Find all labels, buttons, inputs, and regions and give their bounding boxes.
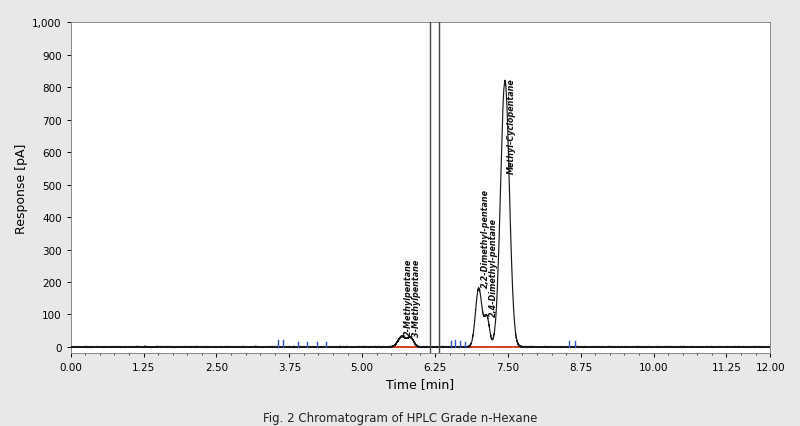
Text: 3-Methylpentane: 3-Methylpentane bbox=[412, 259, 422, 337]
X-axis label: Time [min]: Time [min] bbox=[386, 377, 454, 390]
Text: Fig. 2 Chromatogram of HPLC Grade n-Hexane: Fig. 2 Chromatogram of HPLC Grade n-Hexa… bbox=[263, 411, 537, 424]
Y-axis label: Response [pA]: Response [pA] bbox=[15, 143, 28, 233]
Text: 2-Methylpentane: 2-Methylpentane bbox=[403, 258, 413, 335]
Text: 2,2-Dimethyl-pentane: 2,2-Dimethyl-pentane bbox=[481, 188, 490, 287]
Text: Methyl-Cyclopentane: Methyl-Cyclopentane bbox=[506, 78, 516, 174]
Text: 2,4-Dimethyl-pentane: 2,4-Dimethyl-pentane bbox=[489, 218, 498, 317]
